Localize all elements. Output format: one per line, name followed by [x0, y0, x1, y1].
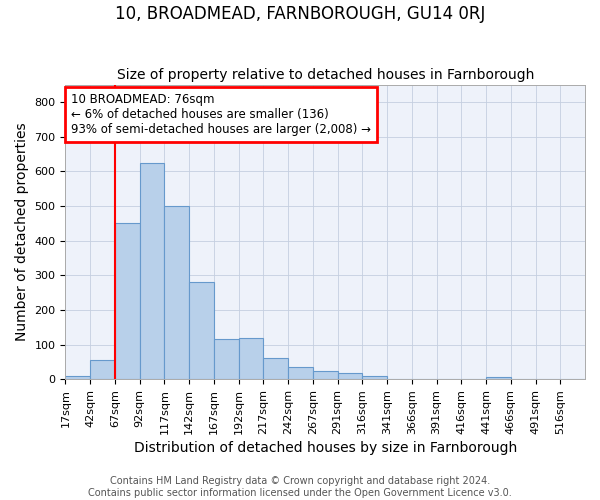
Bar — [90, 360, 115, 379]
Bar — [140, 162, 164, 379]
Text: 10 BROADMEAD: 76sqm
← 6% of detached houses are smaller (136)
93% of semi-detach: 10 BROADMEAD: 76sqm ← 6% of detached hou… — [71, 94, 371, 136]
Y-axis label: Number of detached properties: Number of detached properties — [15, 122, 29, 341]
Bar — [362, 376, 387, 379]
Text: 10, BROADMEAD, FARNBOROUGH, GU14 0RJ: 10, BROADMEAD, FARNBOROUGH, GU14 0RJ — [115, 5, 485, 23]
Bar — [338, 373, 362, 379]
Bar — [313, 370, 338, 379]
Bar — [288, 367, 313, 379]
Bar — [263, 358, 288, 379]
Bar — [115, 223, 140, 379]
X-axis label: Distribution of detached houses by size in Farnborough: Distribution of detached houses by size … — [134, 441, 517, 455]
Title: Size of property relative to detached houses in Farnborough: Size of property relative to detached ho… — [116, 68, 534, 82]
Bar — [486, 378, 511, 379]
Bar — [164, 206, 189, 379]
Bar — [189, 282, 214, 379]
Bar — [214, 340, 239, 379]
Text: Contains HM Land Registry data © Crown copyright and database right 2024.
Contai: Contains HM Land Registry data © Crown c… — [88, 476, 512, 498]
Bar — [239, 338, 263, 379]
Bar — [65, 376, 90, 379]
